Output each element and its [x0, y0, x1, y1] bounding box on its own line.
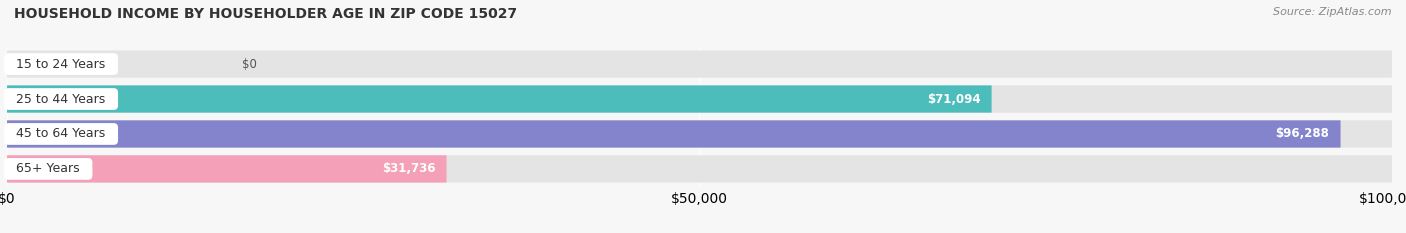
Text: $96,288: $96,288	[1275, 127, 1330, 140]
FancyBboxPatch shape	[7, 155, 447, 183]
Text: Source: ZipAtlas.com: Source: ZipAtlas.com	[1274, 7, 1392, 17]
FancyBboxPatch shape	[7, 155, 1392, 183]
Text: $31,736: $31,736	[382, 162, 436, 175]
Text: $0: $0	[242, 58, 257, 71]
FancyBboxPatch shape	[7, 86, 1392, 113]
Text: 45 to 64 Years: 45 to 64 Years	[8, 127, 114, 140]
Text: 25 to 44 Years: 25 to 44 Years	[8, 93, 114, 106]
FancyBboxPatch shape	[7, 50, 1392, 78]
FancyBboxPatch shape	[7, 120, 1340, 148]
FancyBboxPatch shape	[7, 86, 991, 113]
Text: 65+ Years: 65+ Years	[8, 162, 89, 175]
Text: HOUSEHOLD INCOME BY HOUSEHOLDER AGE IN ZIP CODE 15027: HOUSEHOLD INCOME BY HOUSEHOLDER AGE IN Z…	[14, 7, 517, 21]
FancyBboxPatch shape	[7, 120, 1392, 148]
Text: $71,094: $71,094	[927, 93, 980, 106]
Text: 15 to 24 Years: 15 to 24 Years	[8, 58, 114, 71]
